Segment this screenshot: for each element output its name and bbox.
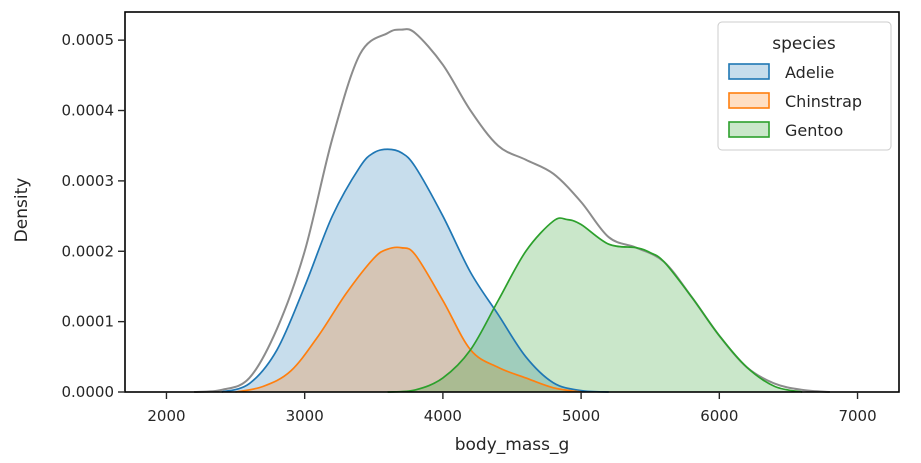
legend-label-gentoo: Gentoo: [785, 121, 843, 140]
legend-title: species: [772, 34, 836, 54]
area-gentoo: [387, 218, 803, 392]
y-tick-label: 0.0001: [62, 313, 115, 331]
legend-entries: Adelie Chinstrap Gentoo: [728, 63, 862, 140]
area-chinstrap: [235, 247, 582, 392]
x-tick-label: 4000: [424, 407, 462, 425]
y-tick-label: 0.0002: [62, 242, 115, 260]
x-tick-label: 6000: [700, 407, 738, 425]
density-lines: [194, 28, 830, 393]
x-tick-label: 3000: [286, 407, 324, 425]
line-adelie: [221, 148, 609, 393]
y-tick-label: 0.0005: [62, 31, 115, 49]
y-tick-label: 0.0003: [62, 172, 115, 190]
legend-swatch-chinstrap: [728, 92, 770, 109]
x-tick-label: 5000: [562, 407, 600, 425]
x-axis-ticks: 2000 3000 4000 5000 6000 7000: [147, 392, 877, 425]
x-axis-label: body_mass_g: [455, 435, 570, 455]
legend-label-chinstrap: Chinstrap: [785, 92, 862, 111]
x-tick-label: 2000: [147, 407, 185, 425]
density-areas: [221, 149, 803, 392]
y-axis-ticks: 0.0000 0.0001 0.0002 0.0003 0.0004 0.0005: [62, 31, 125, 401]
y-tick-label: 0.0000: [62, 383, 115, 401]
legend-frame: [717, 21, 892, 151]
legend-swatch-adelie: [728, 63, 770, 80]
legend-swatch-gentoo: [728, 121, 770, 138]
line-gentoo: [387, 217, 803, 393]
x-tick-label: 7000: [838, 407, 876, 425]
area-adelie: [221, 149, 609, 392]
legend: species Adelie Chinstrap Gentoo: [717, 21, 892, 151]
plot-frame: [124, 11, 900, 393]
y-axis-label: Density: [12, 178, 32, 243]
y-tick-label: 0.0004: [62, 102, 115, 120]
legend-label-adelie: Adelie: [785, 63, 834, 82]
line-chinstrap: [235, 246, 582, 393]
